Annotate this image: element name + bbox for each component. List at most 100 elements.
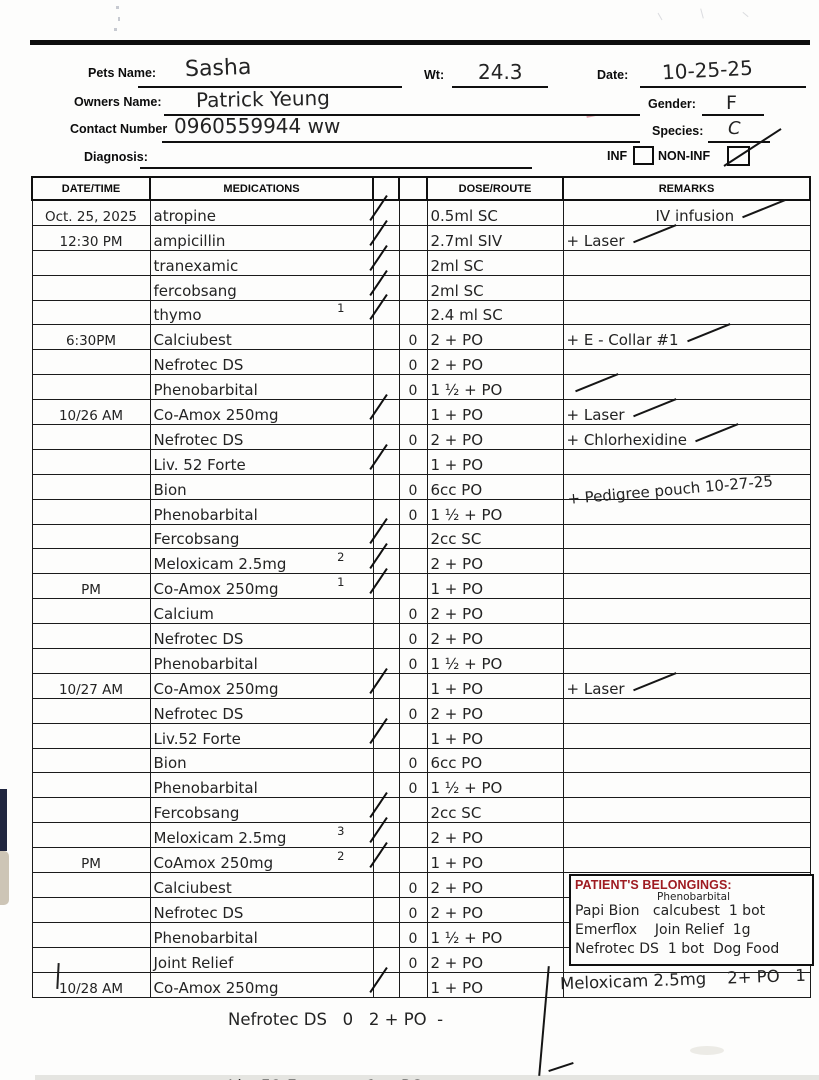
contact-number-label: Contact Number (70, 122, 168, 136)
scan-dot (116, 6, 119, 9)
table-row: PM Co-Amox 250mg 1 1 + PO (31, 568, 811, 600)
table-row: 6:30PM Calciubest 0 2 + PO + E - Collar #1 (31, 323, 811, 351)
check-slash-cell (368, 717, 400, 749)
check-slash-cell (372, 473, 400, 500)
header-remarks: REMARKS (562, 176, 811, 201)
belongings-line: Emerflox Join Relief 1g (575, 922, 751, 938)
medication-cell: Calciubest (149, 872, 374, 898)
dose-route-cell: 2 + PO (426, 822, 564, 849)
dose-route-cell: 1 + PO (426, 722, 564, 749)
dose-route-cell: 2 + PO (426, 424, 564, 450)
medication-cell: Meloxicam 2.5mg 3 (149, 822, 374, 849)
date-time-cell: PM (31, 847, 151, 874)
medication-cell: Nefrotec DS (149, 697, 374, 724)
check-slash-cell (368, 394, 400, 426)
given-zero-cell: 0 (398, 623, 428, 650)
medication-cell: Phenobarbital (149, 498, 374, 525)
remark-text: + E - Collar #1 (566, 331, 679, 350)
belongings-note: Phenobarbital (657, 891, 730, 903)
remark-text: IV infusion (655, 206, 735, 225)
check-slash-mark (632, 671, 677, 692)
given-zero-cell: 0 (398, 872, 428, 898)
check-slash-mark (632, 398, 677, 418)
date-time-cell: 10/27 AM (31, 672, 151, 699)
date-time-cell (31, 896, 151, 923)
table-row: 12:30 PM ampicillin 2.7ml SIV + Laser (31, 219, 811, 251)
species-value: C (728, 118, 741, 139)
gender-label: Gender: (648, 97, 696, 111)
species-line (708, 141, 770, 143)
table-row: fercobsang 2ml SC (31, 269, 811, 301)
table-row: Meloxicam 2.5mg 3 2 + PO (31, 817, 811, 849)
owners-name-value: Patrick Yeung (195, 85, 331, 113)
check-slash-cell (372, 349, 400, 376)
table-row: Bion 0 6cc PO + Pedigree pouch 10-27-25 (31, 472, 811, 508)
given-zero-cell (398, 672, 428, 699)
medication-cell: Calciubest (149, 324, 374, 351)
diagnosis-line (140, 167, 532, 169)
dose-route-cell: 2cc SC (426, 523, 564, 550)
medication-cell: Phenobarbital (149, 772, 374, 799)
check-slash-cell (368, 667, 400, 699)
dose-route-cell: 1 ½ + PO (426, 648, 564, 674)
count-superscript: 1 (337, 301, 345, 316)
medication-cell: Meloxicam 2.5mg 2 (149, 548, 374, 575)
date-time-cell (31, 274, 151, 301)
dose-route-cell: 2 + PO (426, 896, 564, 923)
remarks-cell: IV infusion (562, 199, 811, 226)
table-row: PM CoAmox 250mg 2 1 + PO (31, 842, 811, 874)
remark-text: + Laser (566, 679, 625, 698)
medication-cell: Phenobarbital (149, 374, 374, 401)
remarks-cell (562, 971, 811, 998)
given-zero-cell: 0 (398, 498, 428, 525)
dose-route-cell: 1 + PO (426, 672, 564, 699)
given-zero-cell: 0 (398, 921, 428, 948)
date-time-cell (31, 473, 151, 500)
remarks-cell (562, 623, 811, 650)
remarks-cell (562, 648, 811, 674)
scan-dot (114, 28, 117, 31)
date-time-cell (31, 623, 151, 650)
scan-edge-dark-bar (0, 789, 7, 851)
table-row: Calcium 0 2 + PO (31, 598, 811, 625)
remarks-cell (562, 548, 811, 575)
scan-bottom-shadow (35, 1075, 819, 1080)
dose-route-cell: 1 + PO (426, 971, 564, 998)
pets-name-line (138, 86, 402, 88)
remarks-cell (562, 274, 811, 301)
table-row: Phenobarbital 0 1 ½ + PO (31, 373, 811, 401)
check-slash-cell (372, 374, 400, 401)
contact-number-line (162, 141, 640, 143)
check-slash-cell (372, 772, 400, 799)
date-time-cell (31, 797, 151, 824)
count-superscript: 2 (337, 849, 345, 864)
check-slash-cell (372, 896, 400, 923)
medication-cell: Nefrotec DS (149, 896, 374, 923)
given-zero-cell: 0 (398, 648, 428, 674)
scan-mark (700, 8, 704, 19)
medication-cell: Phenobarbital (149, 648, 374, 674)
table-row: tranexamic 2ml SC (31, 244, 811, 276)
remarks-cell (562, 299, 811, 326)
medication-cell: CoAmox 250mg 2 (149, 847, 374, 874)
table-row: Fercobsang 2cc SC (31, 518, 811, 550)
dose-route-cell: 2 + PO (426, 872, 564, 898)
given-zero-cell (398, 797, 428, 824)
medication-cell: Liv. 52 Forte (149, 448, 374, 475)
given-zero-cell: 0 (398, 324, 428, 351)
remarks-cell (562, 573, 811, 600)
check-slash-mark (686, 323, 731, 343)
table-row: 10/26 AM Co-Amox 250mg 1 + PO + Laser (31, 394, 811, 426)
date-time-cell (31, 548, 151, 575)
table-row: Phenobarbital 0 1 ½ + PO (31, 772, 811, 799)
header-dose-route: DOSE/ROUTE (426, 176, 564, 201)
table-row: Phenobarbital 0 1 ½ + PO (31, 648, 811, 674)
dose-route-cell: 1 ½ + PO (426, 374, 564, 401)
remarks-cell (562, 847, 811, 874)
remarks-cell (562, 349, 811, 376)
given-zero-cell: 0 (398, 896, 428, 923)
date-line (640, 86, 806, 88)
given-zero-cell: 0 (398, 747, 428, 774)
given-zero-cell (398, 399, 428, 426)
